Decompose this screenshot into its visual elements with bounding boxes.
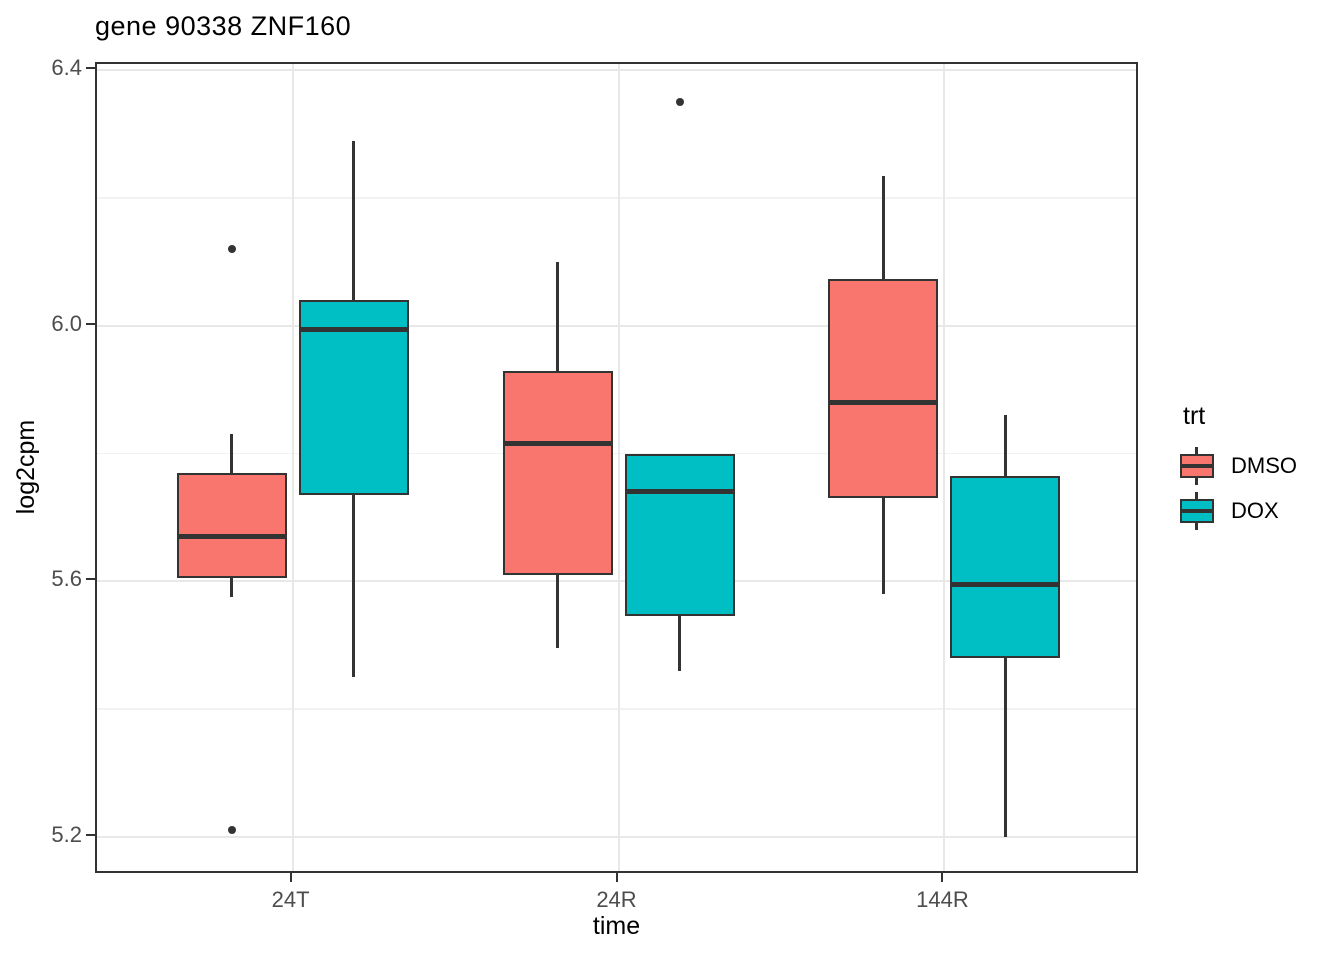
x-axis-tick xyxy=(941,873,944,882)
box-dox-24t xyxy=(298,300,409,496)
y-tick-label: 6.4 xyxy=(51,55,82,81)
median-line xyxy=(502,441,613,447)
legend-key-median xyxy=(1182,509,1212,513)
gridline-major xyxy=(97,835,1136,838)
gridline-major xyxy=(97,69,1136,72)
legend-key-boxplot-icon xyxy=(1178,447,1216,485)
x-axis-tick xyxy=(289,873,292,882)
gridline-major xyxy=(97,324,1136,327)
y-tick-label: 6.0 xyxy=(51,310,82,336)
box-dmso-24r xyxy=(502,370,613,575)
box-dmso-24t xyxy=(176,472,287,579)
legend-title: trt xyxy=(1183,402,1206,430)
gridline-minor xyxy=(97,708,1136,710)
box-dox-144r xyxy=(950,475,1061,658)
gridline-vertical xyxy=(291,64,294,871)
plot-title: gene 90338 ZNF160 xyxy=(95,11,352,41)
y-tick-label: 5.2 xyxy=(51,821,82,847)
x-tick-label: 24R xyxy=(596,887,637,912)
gridline-minor xyxy=(97,197,1136,199)
legend-entry: DOX xyxy=(1178,492,1344,530)
y-axis-title: log2cpm xyxy=(12,419,40,515)
median-line xyxy=(624,489,735,495)
gridline-vertical xyxy=(943,64,946,871)
legend-entry: DMSO xyxy=(1178,447,1344,485)
outlier-point xyxy=(675,98,684,107)
box-dmso-144r xyxy=(828,279,939,499)
gridline-major xyxy=(97,580,1136,583)
legend-key-boxplot-icon xyxy=(1178,492,1216,530)
y-axis-tick xyxy=(86,578,95,581)
y-tick-label: 5.6 xyxy=(51,566,82,592)
gridline-vertical xyxy=(617,64,620,871)
outlier-point xyxy=(227,826,236,835)
y-axis-tick xyxy=(86,67,95,70)
plot-panel xyxy=(95,62,1138,873)
x-tick-label: 144R xyxy=(916,887,969,912)
box-dox-24r xyxy=(624,453,735,617)
legend-key-median xyxy=(1182,464,1212,468)
legend: trt DMSO DOX xyxy=(1178,402,1344,537)
y-axis-tick xyxy=(86,322,95,325)
x-axis-tick xyxy=(615,873,618,882)
median-line xyxy=(950,581,1061,587)
y-axis-tick xyxy=(86,833,95,836)
legend-entry-label: DOX xyxy=(1231,498,1279,523)
outlier-point xyxy=(227,245,236,254)
legend-entry-label: DMSO xyxy=(1231,453,1297,478)
x-axis-title: time xyxy=(592,912,641,940)
median-line xyxy=(176,534,287,540)
legend-entries: DMSO DOX xyxy=(1178,447,1344,530)
median-line xyxy=(298,326,409,332)
gridline-minor xyxy=(97,452,1136,455)
median-line xyxy=(828,399,939,405)
x-tick-label: 24T xyxy=(271,887,310,912)
